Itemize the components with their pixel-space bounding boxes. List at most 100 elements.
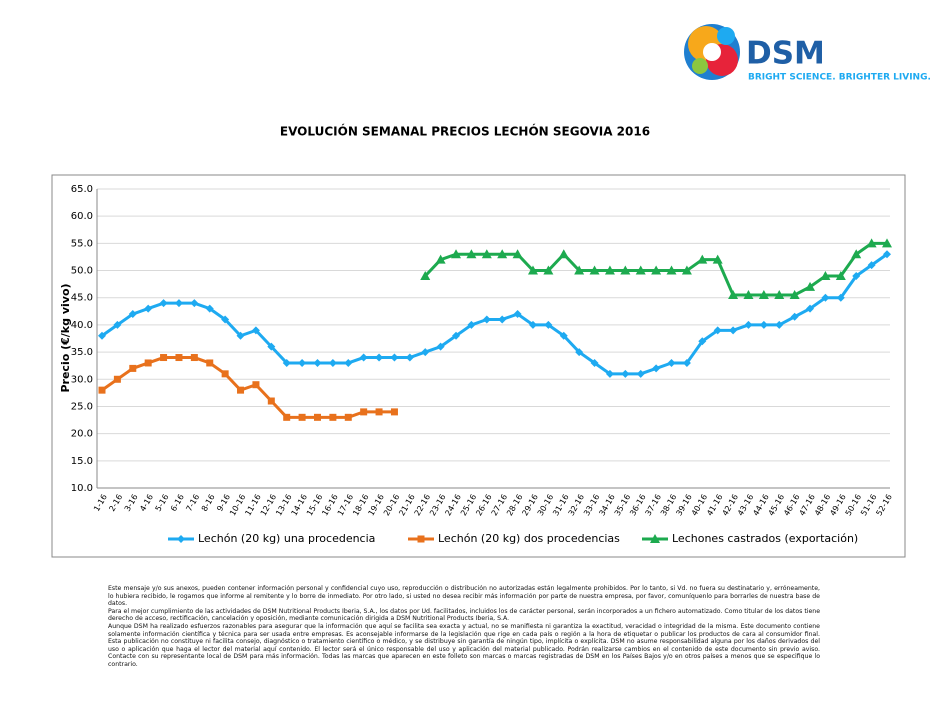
series-line <box>101 356 395 419</box>
marker <box>467 320 476 329</box>
disclaimer-paragraph: Aunque DSM ha realizado esfuerzos razona… <box>108 622 820 668</box>
marker <box>497 249 508 259</box>
marker <box>177 535 185 543</box>
marker <box>775 320 784 329</box>
marker <box>605 369 614 378</box>
marker <box>236 331 245 340</box>
marker <box>451 249 462 259</box>
marker <box>652 364 661 373</box>
y-tick-label: 25.0 <box>71 401 93 412</box>
marker <box>575 348 584 357</box>
marker <box>313 413 321 421</box>
marker <box>728 290 739 300</box>
marker <box>835 270 846 280</box>
marker <box>805 281 816 291</box>
marker <box>251 326 260 335</box>
marker <box>267 397 275 405</box>
marker <box>635 265 646 275</box>
marker <box>574 265 585 275</box>
x-tick-label: 2-16 <box>107 493 124 513</box>
y-tick-label: 65.0 <box>71 184 93 195</box>
marker <box>621 369 630 378</box>
marker <box>205 304 214 313</box>
marker <box>98 331 106 340</box>
x-tick-label: 4-16 <box>138 493 155 513</box>
logo-text: DSM <box>746 36 825 72</box>
marker <box>129 364 137 372</box>
marker <box>159 299 168 308</box>
marker <box>98 386 106 394</box>
marker <box>681 265 692 275</box>
marker <box>543 265 554 275</box>
marker <box>344 413 352 421</box>
x-tick-label: 7-16 <box>184 493 201 513</box>
marker <box>313 358 322 367</box>
marker <box>113 375 121 383</box>
marker <box>482 315 491 324</box>
legend-label: Lechón (20 kg) una procedencia <box>198 532 375 545</box>
marker <box>144 359 152 367</box>
marker <box>821 293 830 302</box>
marker <box>743 290 754 300</box>
marker <box>513 310 522 319</box>
marker <box>744 320 753 329</box>
y-tick-label: 60.0 <box>71 211 93 222</box>
y-tick-label: 40.0 <box>71 320 93 331</box>
marker <box>883 250 891 259</box>
disclaimer-paragraph: Este mensaje y/o sus anexos, pueden cont… <box>108 585 820 608</box>
marker <box>390 353 399 362</box>
y-tick-label: 35.0 <box>71 347 93 358</box>
marker <box>190 354 198 362</box>
marker <box>790 312 799 321</box>
marker <box>144 304 153 313</box>
marker <box>174 299 183 308</box>
marker <box>206 359 214 367</box>
marker <box>590 358 599 367</box>
marker <box>867 261 876 270</box>
marker <box>128 310 137 319</box>
marker <box>237 386 245 394</box>
marker <box>712 254 723 264</box>
marker <box>283 413 291 421</box>
y-tick-label: 10.0 <box>71 483 93 494</box>
marker <box>375 408 383 416</box>
x-tick-label: 8-16 <box>200 493 217 513</box>
y-tick-label: 15.0 <box>71 456 93 467</box>
marker <box>774 290 785 300</box>
marker <box>160 354 168 362</box>
marker <box>113 320 122 329</box>
marker <box>329 413 337 421</box>
marker <box>481 249 492 259</box>
marker <box>420 270 431 280</box>
legend-label: Lechón (20 kg) dos procedencias <box>438 532 620 545</box>
marker <box>758 290 769 300</box>
marker <box>882 238 892 248</box>
marker <box>851 249 862 259</box>
marker <box>836 293 845 302</box>
marker <box>806 304 815 313</box>
disclaimer: Este mensaje y/o sus anexos, pueden cont… <box>108 585 820 669</box>
marker <box>528 320 537 329</box>
marker <box>417 535 425 543</box>
tagline: BRIGHT SCIENCE. BRIGHTER LIVING. <box>748 73 931 83</box>
x-tick-label: 1-16 <box>92 493 109 513</box>
marker <box>527 265 538 275</box>
marker <box>620 265 631 275</box>
marker <box>421 348 430 357</box>
marker <box>360 408 368 416</box>
marker <box>820 270 831 280</box>
marker <box>667 358 676 367</box>
marker <box>713 326 722 335</box>
marker <box>729 326 738 335</box>
x-tick-label: 3-16 <box>123 493 140 513</box>
marker <box>190 299 199 308</box>
marker <box>298 413 306 421</box>
marker <box>589 265 600 275</box>
x-tick-label: 5-16 <box>154 493 171 513</box>
legend-label: Lechones castrados (exportación) <box>672 532 858 545</box>
marker <box>390 408 398 416</box>
y-tick-label: 20.0 <box>71 429 93 440</box>
marker <box>650 534 660 543</box>
marker <box>466 249 477 259</box>
